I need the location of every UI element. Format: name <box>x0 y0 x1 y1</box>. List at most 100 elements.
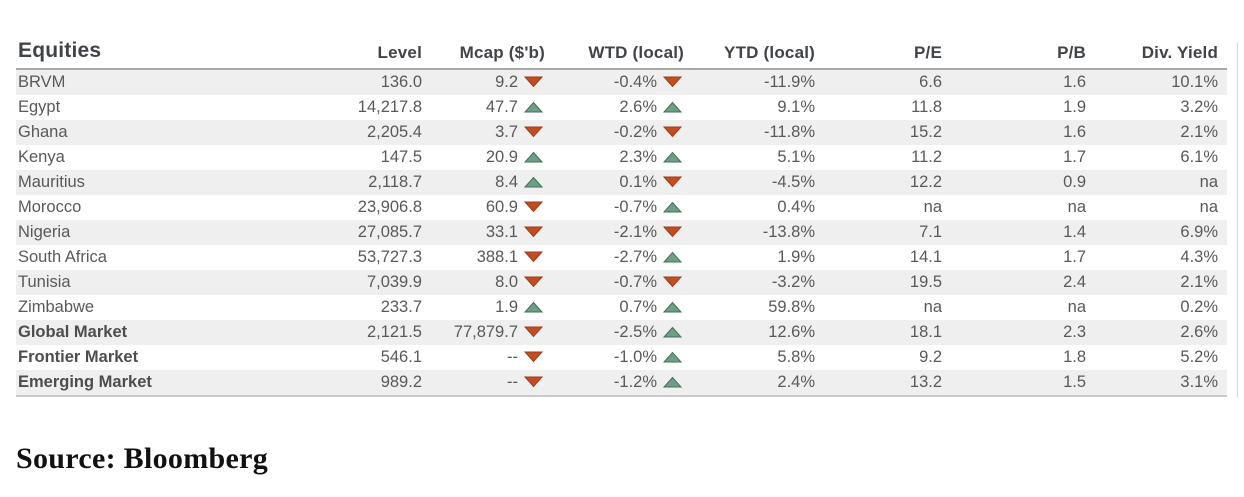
table-row: Kenya 147.5 20.9 2.3% 5.1% 11.2 1.7 6.1% <box>16 145 1227 170</box>
cell-mcap-trend <box>518 170 546 195</box>
trend-down-icon <box>524 326 543 338</box>
cell-wtd-trend <box>657 195 684 220</box>
cell-wtd-trend <box>657 320 685 345</box>
cell-wtd: -1.0% <box>613 348 658 366</box>
cell-pe: 13.2 <box>815 370 943 396</box>
cell-div-yield: 0.2% <box>1180 298 1219 316</box>
table-row: Zimbabwe 233.7 1.9 0.7% 59.8% na na 0.2% <box>16 295 1227 320</box>
cell-market-name: Zimbabwe <box>18 298 95 316</box>
cell-pe: na <box>923 298 943 316</box>
cell-mcap: 1.9 <box>495 298 518 316</box>
trend-up-icon <box>663 251 683 263</box>
table-title: Equities <box>16 37 350 70</box>
cell-market-name: Nigeria <box>16 220 350 245</box>
cell-level: 27,085.7 <box>350 220 422 245</box>
column-header-pb: P/B <box>942 37 1087 70</box>
cell-div-yield: 6.1% <box>1180 148 1219 166</box>
trend-up-icon <box>663 326 683 338</box>
cell-level: 2,121.5 <box>350 320 422 345</box>
cell-market-name: Mauritius <box>16 170 350 195</box>
equities-table: Equities Level Mcap ($'b) WTD (local) YT… <box>16 37 1228 397</box>
cell-pb: 0.9 <box>942 170 1087 195</box>
cell-level: 233.7 <box>380 298 422 316</box>
trend-up-icon <box>663 101 683 113</box>
table-row: Global Market 2,121.5 77,879.7 -2.5% 12.6% 18… <box>16 320 1228 345</box>
cell-pe: na <box>923 198 943 216</box>
trend-up-icon <box>663 376 683 388</box>
cell-market-name: Frontier Market <box>18 348 139 366</box>
cell-wtd-trend <box>657 245 684 270</box>
cell-pe: 15.2 <box>815 120 943 145</box>
cell-pb: 1.5 <box>942 370 1087 396</box>
cell-level: 2,205.4 <box>350 120 422 145</box>
cell-pb: 2.4 <box>942 270 1087 295</box>
cell-wtd-trend <box>657 270 685 295</box>
cell-pb: 1.7 <box>1063 148 1087 166</box>
cell-pe: 14.1 <box>909 248 943 266</box>
cell-pb: 1.8 <box>1063 348 1087 366</box>
cell-wtd: 0.7% <box>619 298 658 316</box>
trend-up-icon <box>663 301 683 313</box>
cell-pb: 1.6 <box>942 69 1087 95</box>
column-header-wtd: WTD (local) <box>545 37 685 70</box>
cell-pe: 12.2 <box>815 170 943 195</box>
cell-market-name: South Africa <box>18 248 107 266</box>
trend-down-icon <box>524 76 543 88</box>
cell-mcap: 9.2 <box>422 69 518 95</box>
cell-ytd: 12.6% <box>684 320 816 345</box>
cell-wtd-trend <box>657 295 684 320</box>
table-row: BRVM 136.0 9.2 -0.4% -11.9% 6.6 1.6 10.1% <box>16 69 1228 95</box>
cell-wtd-trend <box>657 95 684 120</box>
trend-up-icon <box>524 151 543 163</box>
cell-div-yield: na <box>1199 198 1219 216</box>
cell-wtd: -2.5% <box>545 320 658 345</box>
trend-down-icon <box>524 201 543 213</box>
table-row: Frontier Market 546.1 -- -1.0% 5.8% 9.2 1.8 5.2… <box>16 345 1227 370</box>
trend-down-icon <box>663 176 683 188</box>
cell-div-yield: 2.1% <box>1086 270 1228 295</box>
cell-mcap: 388.1 <box>476 248 518 266</box>
cell-pe: 6.6 <box>815 69 943 95</box>
cell-market-name: Emerging Market <box>16 370 350 396</box>
cell-mcap: 8.0 <box>422 270 518 295</box>
cell-ytd: -11.9% <box>684 69 816 95</box>
cell-pb: 1.6 <box>942 120 1087 145</box>
cell-pe: 18.1 <box>815 320 943 345</box>
trend-up-icon <box>663 351 683 363</box>
cell-wtd: 2.6% <box>619 98 658 116</box>
trend-down-icon <box>663 276 683 288</box>
cell-mcap-trend <box>518 245 545 270</box>
cell-ytd: 0.4% <box>777 198 816 216</box>
trend-down-icon <box>663 76 683 88</box>
cell-level: 23,906.8 <box>357 198 422 216</box>
cell-pb: na <box>1067 198 1087 216</box>
cell-ytd: 1.9% <box>777 248 816 266</box>
cell-mcap-trend <box>518 120 546 145</box>
cell-level: 14,217.8 <box>357 98 422 116</box>
cell-wtd-trend <box>657 69 685 95</box>
trend-down-icon <box>524 226 543 238</box>
trend-down-icon <box>663 126 683 138</box>
cell-wtd: 0.1% <box>545 170 658 195</box>
cell-level: 147.5 <box>380 148 422 166</box>
cell-mcap-trend <box>518 195 545 220</box>
table-right-border <box>1237 42 1238 398</box>
cell-div-yield: 2.1% <box>1086 120 1228 145</box>
cell-mcap-trend <box>518 95 545 120</box>
cell-mcap-trend <box>518 295 545 320</box>
cell-pb: na <box>1067 298 1087 316</box>
cell-level: 989.2 <box>350 370 422 396</box>
cell-ytd: 59.8% <box>768 298 816 316</box>
cell-mcap: 33.1 <box>422 220 518 245</box>
cell-mcap-trend <box>518 145 545 170</box>
table-row: Mauritius 2,118.7 8.4 0.1% -4.5% 12.2 0.9 na <box>16 170 1228 195</box>
cell-ytd: 9.1% <box>777 98 816 116</box>
cell-pe: 11.8 <box>911 98 943 116</box>
cell-market-name: BRVM <box>16 69 350 95</box>
cell-div-yield: 3.2% <box>1180 98 1219 116</box>
cell-level: 7,039.9 <box>350 270 422 295</box>
cell-wtd-trend <box>657 220 685 245</box>
cell-div-yield: 3.1% <box>1086 370 1228 396</box>
table-row: South Africa 53,727.3 388.1 -2.7% 1.9% 14.1 1.… <box>16 245 1227 270</box>
